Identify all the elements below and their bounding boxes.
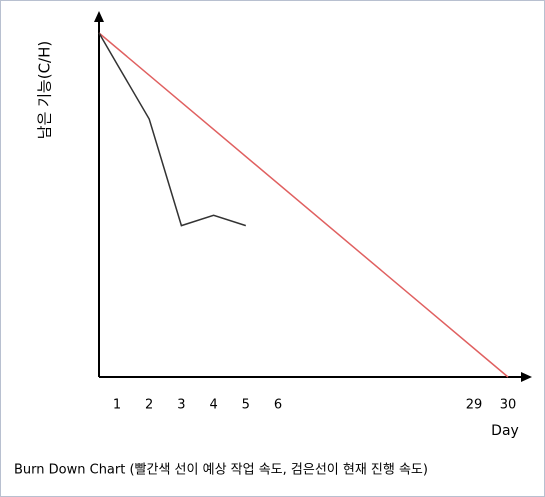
y-axis-arrow (94, 11, 104, 22)
x-tick-label: 2 (145, 398, 153, 413)
x-tick-label: 5 (242, 398, 250, 413)
x-tick-label: 6 (274, 398, 282, 413)
x-tick-label: 1 (113, 398, 121, 413)
y-axis-label: 남은 기능(C/H) (36, 41, 54, 139)
x-tick-label: 3 (177, 398, 185, 413)
x-tick-label: 30 (500, 398, 517, 413)
x-tick-label: 4 (209, 398, 217, 413)
x-tick-label: 29 (466, 398, 483, 413)
x-axis-label: Day (491, 423, 519, 439)
x-axis-arrow (521, 372, 532, 382)
caption: Burn Down Chart (빨간색 선이 예상 작업 속도, 검은선이 현… (14, 462, 428, 478)
series-line (98, 32, 247, 227)
series-line (98, 32, 509, 378)
